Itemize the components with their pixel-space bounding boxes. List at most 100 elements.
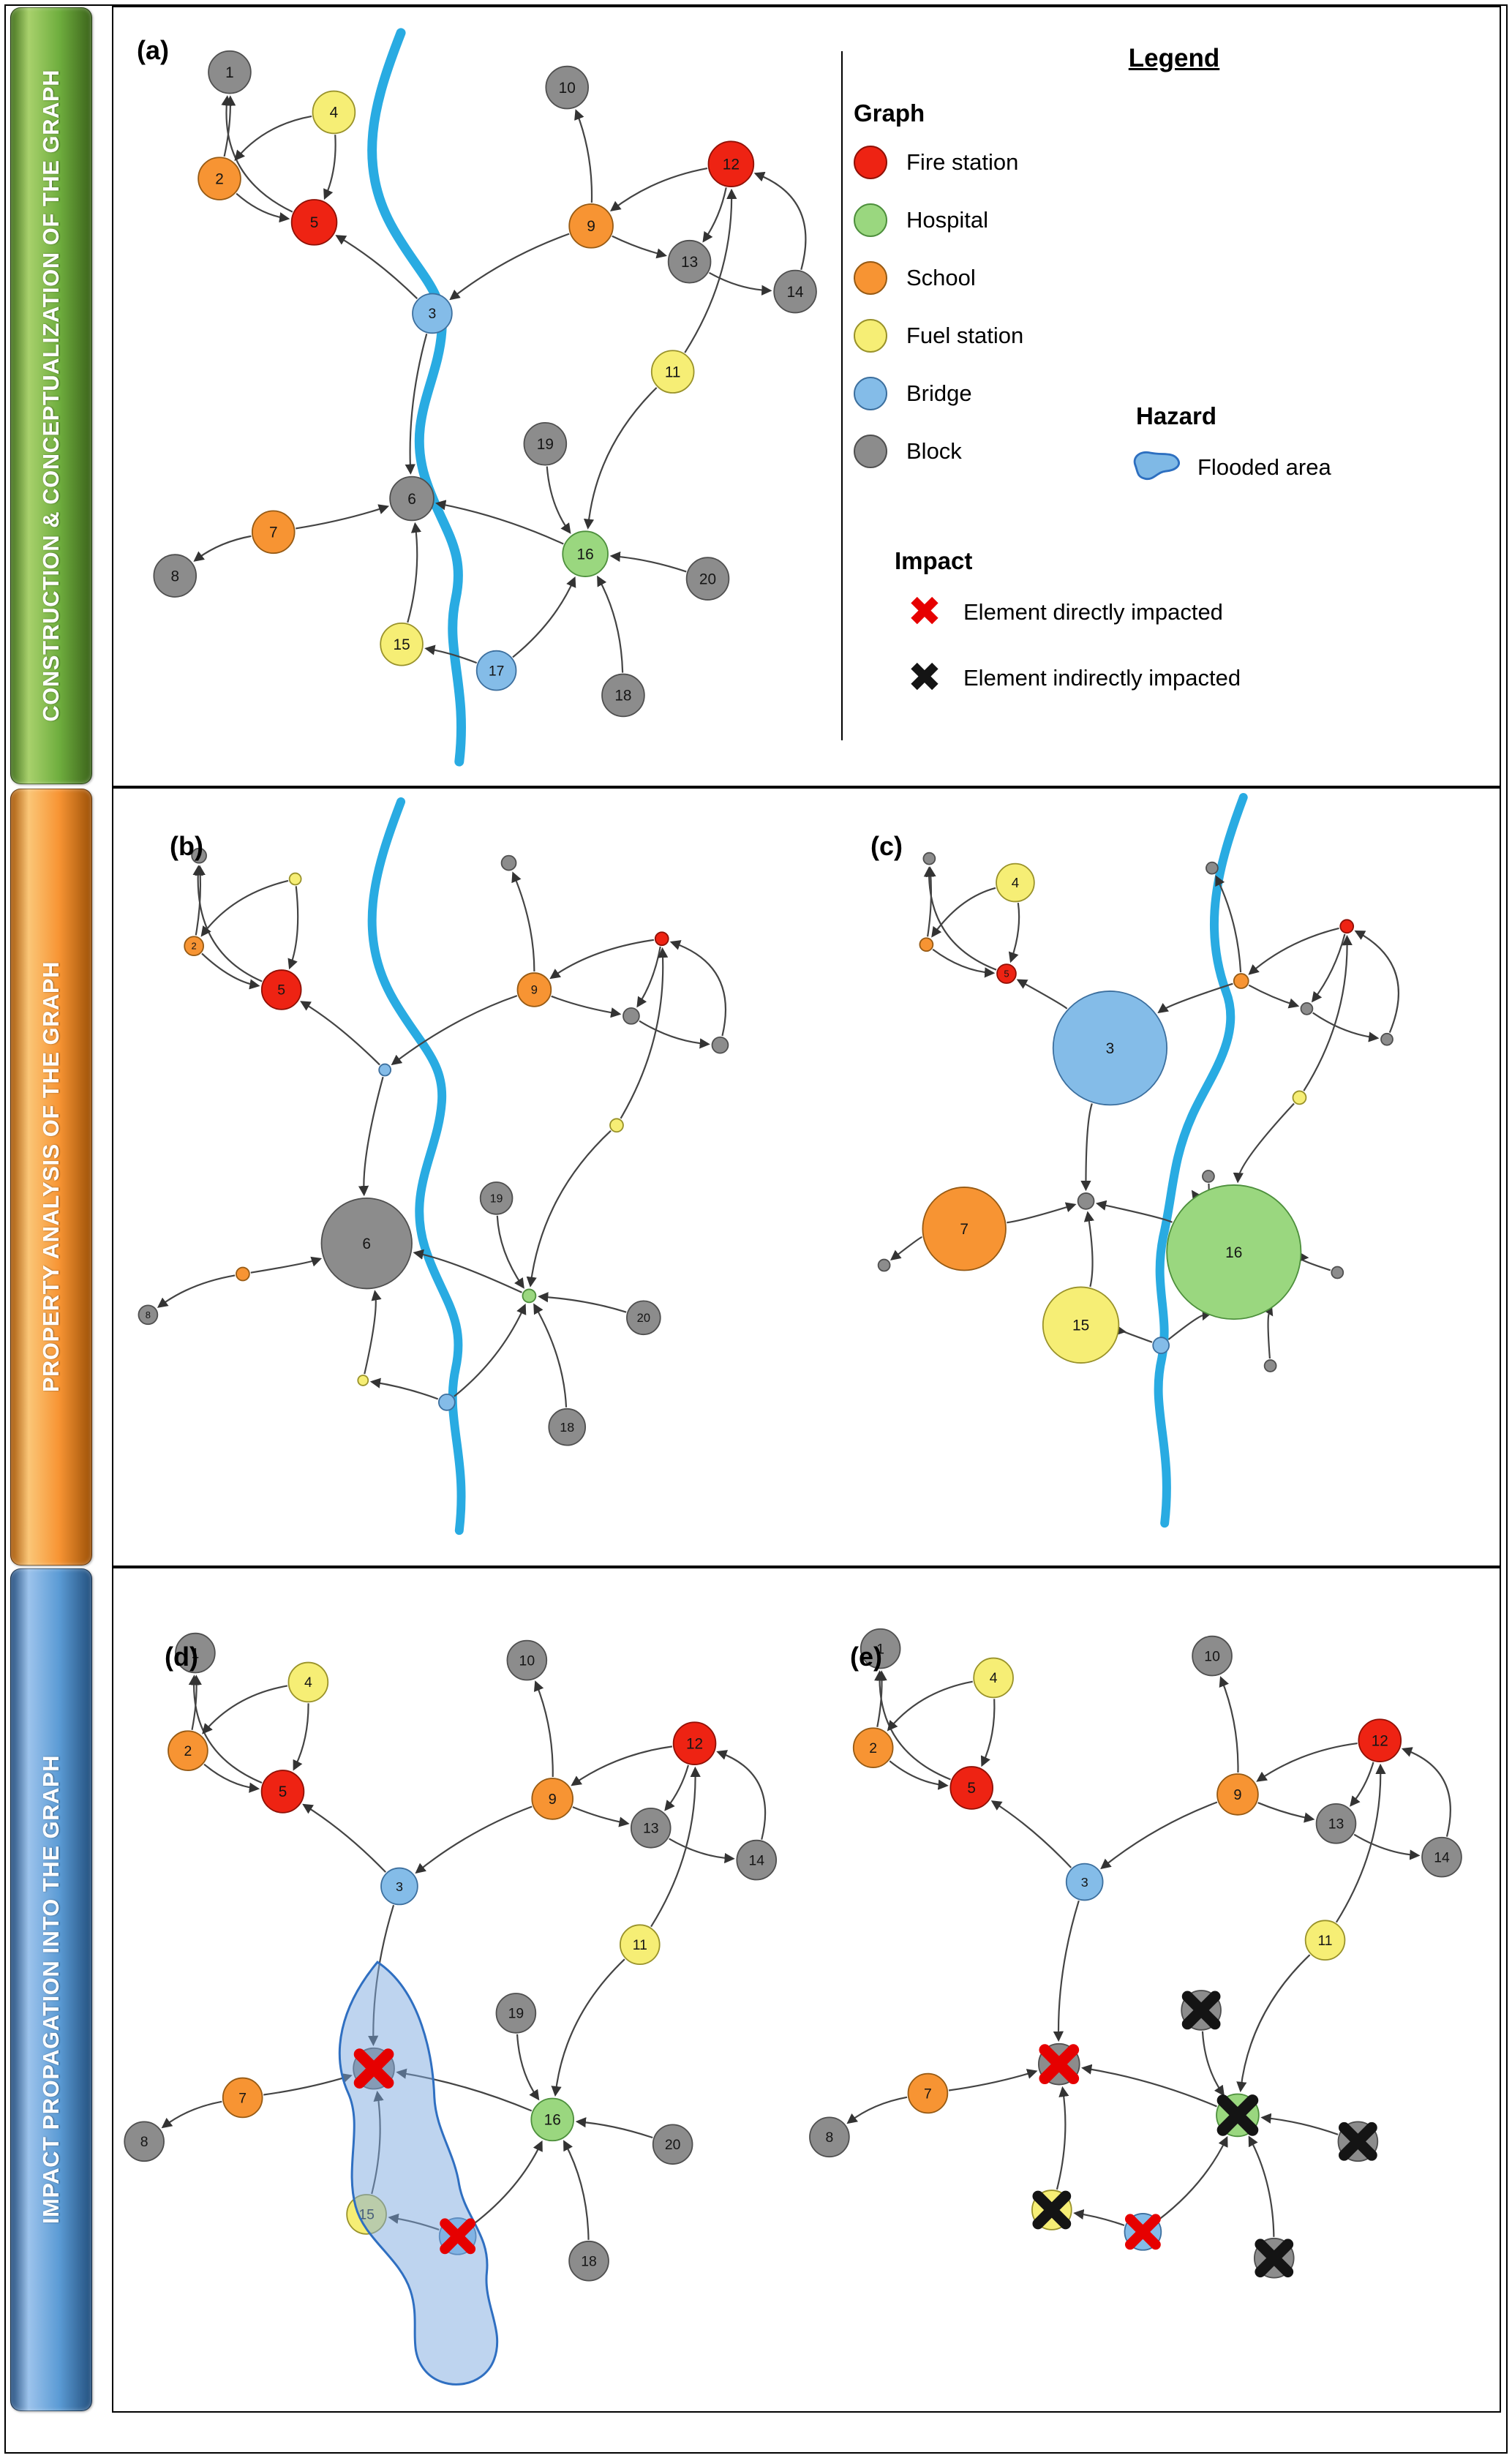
graph-edge-9-3 — [1100, 1801, 1218, 1870]
graph-node-12 — [707, 140, 755, 187]
graph-node-11 — [1292, 1090, 1307, 1105]
legend-title: Legend — [1128, 44, 1220, 72]
graph-node-20 — [685, 557, 730, 601]
graph-edge-7-6 — [1007, 1202, 1077, 1224]
legend-item-label-block: Block — [906, 438, 962, 464]
graph-node-7 — [922, 1187, 1007, 1271]
legend-graph-section-title: Graph — [854, 99, 925, 127]
graph-node-9 — [531, 1778, 574, 1820]
graph-node-8 — [153, 554, 198, 598]
graph-edge-4-2 — [931, 887, 996, 938]
bridge-swatch-icon — [854, 377, 887, 410]
graph-node-1 — [191, 847, 207, 864]
graph-edge-15-6 — [1083, 1211, 1094, 1288]
graph-edge-4-5 — [287, 886, 299, 970]
legend-hazard-label: Flooded area — [1197, 454, 1331, 480]
impact-indirect-x-node-15 — [1032, 2190, 1072, 2230]
school-swatch-icon — [854, 261, 887, 295]
graph-edge-13-14 — [708, 271, 772, 296]
flooded-area-icon — [1133, 451, 1181, 481]
graph-node-4 — [973, 1657, 1014, 1699]
graph-edge-9-13 — [572, 1806, 630, 1827]
graph-node-19 — [479, 1181, 514, 1215]
graph-edge-14-12 — [669, 940, 727, 1037]
legend-item-label-fuel: Fuel station — [906, 323, 1024, 348]
graph-edge-2-5 — [236, 192, 290, 223]
graph-node-6 — [320, 1197, 413, 1290]
graph-node-8 — [124, 2121, 165, 2162]
graph-node-3 — [1052, 991, 1168, 1106]
graph-node-label-9: 9 — [1233, 1787, 1241, 1803]
graph-node-4 — [288, 872, 302, 886]
graph-edge-11-12 — [650, 1766, 701, 1928]
graph-node-14 — [1421, 1836, 1462, 1878]
graph-node-label-7: 7 — [269, 525, 278, 541]
graph-node-15 — [380, 622, 424, 666]
impact-direct-x-node-17 — [1124, 2214, 1161, 2250]
graph-node-label-2: 2 — [184, 1743, 192, 1759]
graph-edge-4-5 — [980, 1699, 996, 1767]
graph-edge-14-12 — [753, 171, 807, 271]
graph-node-11 — [1304, 1920, 1346, 1961]
panel-d-label: (d) — [165, 1642, 198, 1672]
graph-edge-2-5 — [201, 952, 260, 990]
graph-node-label-12: 12 — [723, 157, 740, 173]
graph-edge-4-2 — [200, 879, 289, 937]
graph-node-6 — [389, 476, 435, 522]
banner-construction-label: CONSTRUCTION & CONCEPTUALIZATION OF THE … — [38, 69, 64, 722]
graph-edge-4-5 — [293, 1703, 309, 1771]
graph-edge-20-16 — [1260, 2113, 1339, 2135]
graph-edge-7-6 — [250, 1256, 323, 1274]
graph-edge-7-6 — [263, 2073, 353, 2096]
graph-node-15 — [357, 1375, 369, 1386]
block-swatch-icon — [854, 435, 887, 468]
graph-node-9 — [1233, 973, 1249, 989]
graph-node-label-3: 3 — [396, 1879, 403, 1894]
graph-node-label-17: 17 — [489, 663, 505, 679]
graph-node-label-3: 3 — [1081, 1875, 1088, 1890]
graph-edge-15-6 — [407, 522, 422, 623]
graph-node-label-8: 8 — [140, 2134, 148, 2150]
graph-node-9 — [1216, 1773, 1259, 1816]
graph-node-label-1: 1 — [192, 1645, 200, 1661]
graph-edge-17-16 — [1167, 1309, 1212, 1340]
graph-node-16 — [530, 2097, 575, 2142]
panel-e-label: (e) — [850, 1642, 882, 1672]
graph-node-label-3: 3 — [429, 306, 437, 322]
graph-node-label-6: 6 — [362, 1236, 371, 1252]
legend-item-hospital: Hospital — [854, 203, 1023, 238]
graph-node-label-12: 12 — [1372, 1732, 1388, 1749]
graph-node-label-18: 18 — [614, 688, 631, 704]
graph-node-label-8: 8 — [146, 1309, 151, 1320]
graph-node-10 — [1192, 1635, 1233, 1677]
graph-edge-16-6 — [1081, 2064, 1217, 2108]
graph-node-19 — [523, 421, 568, 466]
graph-node-20 — [626, 1300, 661, 1336]
impact-indirect-x-node-19 — [1181, 1991, 1221, 2030]
graph-edge-9-3 — [1157, 982, 1233, 1014]
graph-node-18 — [1263, 1359, 1277, 1372]
graph-node-16 — [522, 1288, 537, 1304]
graph-edge-9-3 — [415, 1805, 533, 1874]
graph-node-label-9: 9 — [549, 1792, 557, 1808]
graph-node-label-11: 11 — [665, 364, 681, 380]
graph-edge-19-16 — [546, 466, 571, 534]
graph-edge-5-1 — [188, 1675, 263, 1784]
graph-node-12 — [1339, 919, 1355, 934]
graph-node-label-5: 5 — [279, 1784, 287, 1800]
graph-edge-13-14 — [1312, 1012, 1380, 1042]
graph-node-10 — [500, 854, 517, 871]
graph-node-9 — [568, 203, 614, 249]
graph-edge-12-13 — [702, 187, 727, 243]
flooded-river-a — [367, 28, 466, 767]
indirect-impact-x-icon: ✖ — [907, 654, 942, 702]
legend-impact-items: ✖ Element directly impacted ✖ Element indir… — [902, 590, 1241, 721]
graph-node-17 — [437, 1393, 456, 1411]
graph-edge-12-13 — [664, 1764, 690, 1811]
graph-node-10 — [1206, 861, 1219, 875]
graph-node-14 — [736, 1839, 778, 1881]
graph-node-label-6: 6 — [407, 491, 416, 508]
graph-panel-b: 2 5 6 8 9 18 19 20 — [138, 797, 729, 1536]
